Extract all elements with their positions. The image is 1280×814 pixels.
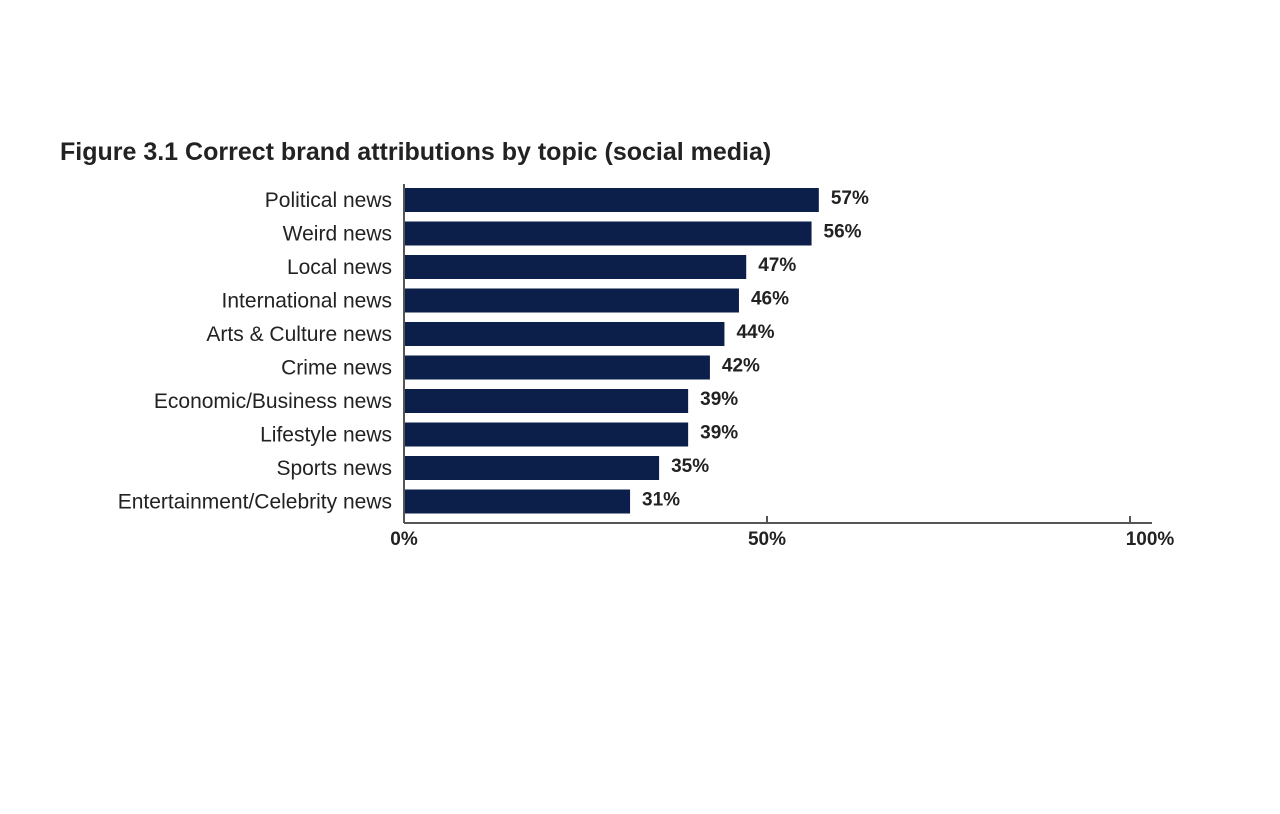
- data-label: 44%: [736, 322, 774, 343]
- bar: [405, 422, 689, 447]
- bar: [405, 355, 710, 380]
- data-label: 31%: [642, 490, 680, 511]
- category-label: Economic/Business news: [154, 390, 392, 413]
- category-labels: Political news Weird news Local news Intern…: [118, 189, 392, 514]
- x-tick-label: 50%: [748, 529, 786, 550]
- bar: [405, 221, 812, 246]
- x-axis: 0% 50% 100%: [390, 184, 1174, 550]
- bar: [405, 456, 660, 480]
- bars-layer: [405, 188, 819, 514]
- bar: [405, 188, 819, 212]
- data-label: 47%: [758, 255, 796, 276]
- bar: [405, 489, 631, 514]
- bar: [405, 255, 747, 279]
- category-label: Sports news: [276, 457, 392, 480]
- chart-title: Figure 3.1 Correct brand attributions by…: [60, 138, 772, 166]
- x-tick-label: 100%: [1126, 529, 1175, 550]
- data-label: 46%: [751, 289, 789, 310]
- bar: [405, 322, 725, 346]
- value-labels: 57% 56% 47% 46% 44% 42% 39% 39% 35% 31%: [642, 188, 869, 511]
- category-label: Entertainment/Celebrity news: [118, 491, 392, 514]
- category-label: Crime news: [281, 357, 392, 380]
- x-tick-label: 0%: [390, 529, 418, 550]
- category-label: International news: [222, 290, 392, 313]
- data-label: 35%: [671, 456, 709, 477]
- data-label: 57%: [831, 188, 869, 209]
- data-label: 42%: [722, 356, 760, 377]
- bar: [405, 288, 739, 313]
- data-label: 39%: [700, 389, 738, 410]
- category-label: Lifestyle news: [260, 424, 392, 447]
- data-label: 39%: [700, 423, 738, 444]
- category-label: Political news: [265, 189, 392, 212]
- category-label: Weird news: [283, 223, 392, 246]
- bar: [405, 389, 689, 413]
- category-label: Arts & Culture news: [206, 323, 392, 346]
- data-label: 56%: [824, 222, 862, 243]
- category-label: Local news: [287, 256, 392, 279]
